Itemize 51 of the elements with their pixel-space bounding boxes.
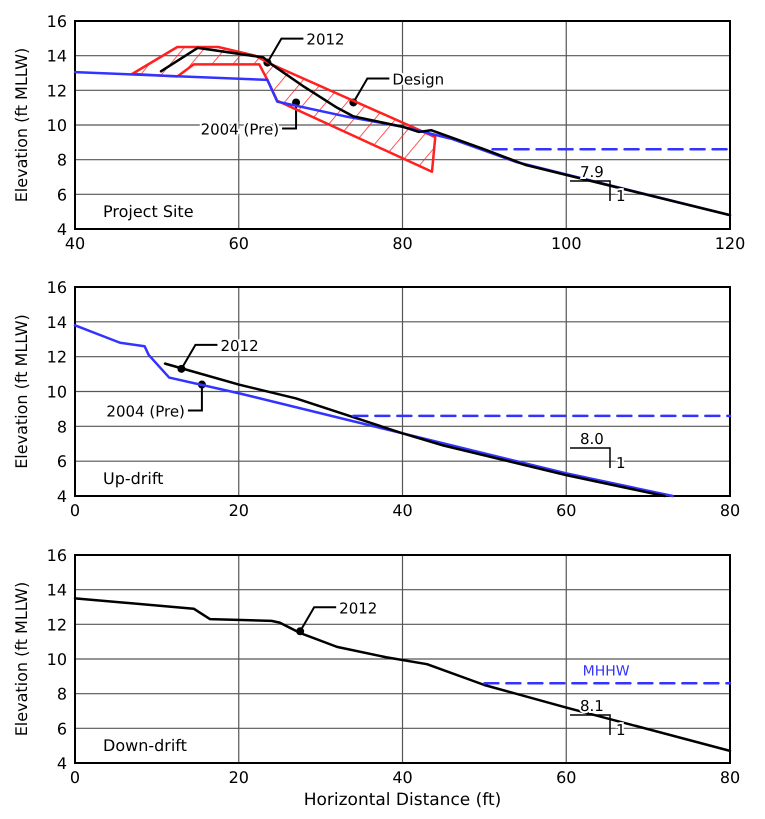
y-tick-label: 16 [46, 546, 67, 565]
x-tick-label: 0 [70, 768, 80, 787]
y-tick-label: 10 [46, 650, 67, 669]
y-axis-title: Elevation (ft MLLW) [12, 314, 31, 469]
annotation: 8.1 [580, 697, 604, 715]
x-tick-label: 40 [392, 768, 413, 787]
annotation: 2012 [306, 30, 345, 49]
y-tick-label: 6 [56, 452, 67, 472]
x-tick-label: 60 [556, 501, 576, 520]
x-tick-label: 80 [720, 501, 740, 520]
annotation: 7.9 [580, 163, 604, 181]
y-axis-title: Elevation (ft MLLW) [12, 582, 31, 736]
annotation: 2004 (Pre) [200, 120, 280, 138]
annotation: 2012 [339, 599, 378, 618]
y-tick-label: 14 [46, 580, 67, 600]
x-tick-label: 0 [70, 501, 80, 520]
y-axis-title: Elevation (ft MLLW) [12, 48, 31, 202]
y-tick-label: 8 [56, 417, 67, 436]
x-tick-label: 20 [228, 501, 249, 520]
annotation: 8.0 [580, 430, 604, 448]
x-tick-label: 40 [64, 234, 86, 253]
y-tick-label: 16 [46, 278, 67, 297]
x-tick-label: 40 [392, 501, 413, 520]
x-tick-label: 60 [556, 768, 576, 787]
y-tick-label: 12 [46, 615, 67, 634]
x-tick-label: 120 [714, 234, 746, 253]
y-tick-label: 4 [56, 754, 67, 773]
y-tick-label: 14 [46, 46, 67, 66]
y-tick-label: 10 [46, 382, 67, 402]
x-tick-label: 20 [228, 768, 249, 787]
text: Project Site [103, 202, 194, 221]
text: Up-drift [103, 469, 164, 488]
y-tick-label: 4 [56, 220, 67, 239]
y-tick-label: 4 [56, 487, 67, 506]
y-tick-label: 8 [56, 684, 67, 704]
y-tick-label: 14 [46, 312, 67, 332]
x-tick-label: 80 [392, 234, 413, 253]
text: Down-drift [103, 736, 187, 755]
y-tick-label: 6 [56, 185, 67, 204]
y-tick-label: 12 [46, 81, 67, 100]
annotation: 2004 (Pre) [106, 402, 185, 421]
x-tick-label: 80 [720, 768, 740, 787]
y-tick-label: 12 [46, 348, 67, 367]
x-tick-label: 100 [550, 234, 582, 253]
series-label: MHHW [582, 663, 630, 680]
x-axis-title: Horizontal Distance (ft) [304, 790, 502, 810]
y-tick-label: 8 [56, 150, 67, 170]
x-tick-label: 60 [228, 234, 249, 253]
y-tick-label: 10 [46, 116, 67, 135]
y-tick-label: 16 [46, 12, 67, 31]
y-tick-label: 6 [56, 719, 67, 738]
